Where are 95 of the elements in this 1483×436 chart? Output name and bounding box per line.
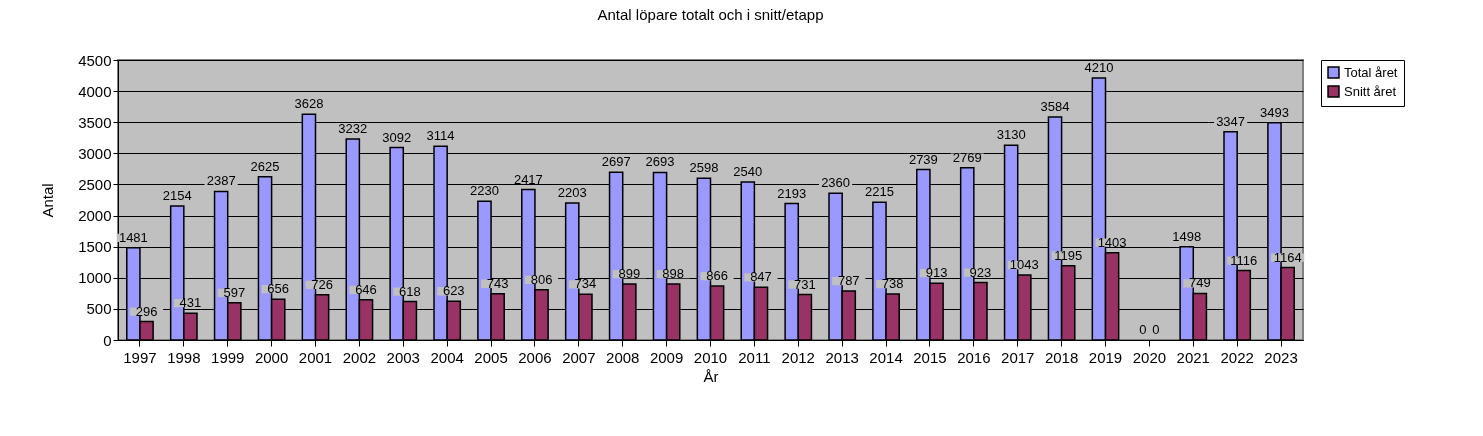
x-tick-label: 2009 xyxy=(649,348,684,366)
x-tick-label: 1997 xyxy=(123,348,157,366)
x-tick-label: 2018 xyxy=(1044,348,1079,366)
data-label: 0 xyxy=(1139,322,1147,337)
data-label: 2203 xyxy=(557,184,587,200)
data-label: 2387 xyxy=(206,173,236,189)
x-tick-label: 2015 xyxy=(913,348,947,366)
data-label: 2540 xyxy=(733,163,763,179)
y-tick-label: 1500 xyxy=(78,238,112,256)
data-label: 2193 xyxy=(777,185,807,201)
data-label: 2215 xyxy=(865,184,894,200)
data-label: 2769 xyxy=(952,149,982,165)
x-tick-label: 2011 xyxy=(738,348,771,366)
x-tick-label: 2004 xyxy=(430,348,464,366)
data-label: 847 xyxy=(750,269,772,285)
data-label: 3092 xyxy=(382,129,412,145)
x-tick-label: 2019 xyxy=(1088,348,1123,366)
chart-title: Antal löpare totalt och i snitt/etapp xyxy=(597,6,824,23)
data-label: 2417 xyxy=(513,171,543,187)
data-label: 3584 xyxy=(1040,99,1070,114)
data-label: 1195 xyxy=(1054,247,1083,263)
data-label: 1043 xyxy=(1009,257,1039,273)
x-tick-label: 2017 xyxy=(1001,348,1035,366)
data-label: 866 xyxy=(706,268,728,284)
x-tick-label: 2013 xyxy=(825,348,859,366)
data-label: 1481 xyxy=(118,229,148,245)
y-tick-label: 0 xyxy=(103,331,112,349)
data-label: 1164 xyxy=(1273,249,1302,265)
x-axis-title: År xyxy=(703,367,719,385)
data-label: 4210 xyxy=(1084,60,1114,76)
data-label: 1116 xyxy=(1230,252,1258,268)
y-tick-label: 3000 xyxy=(78,144,112,162)
data-label: 296 xyxy=(135,303,158,319)
x-tick-label: 1998 xyxy=(167,348,201,366)
x-tick-label: 2020 xyxy=(1132,348,1167,366)
data-label: 2739 xyxy=(908,151,938,167)
data-label: 743 xyxy=(486,275,509,291)
data-label: 787 xyxy=(837,273,860,289)
y-tick-label: 1000 xyxy=(78,269,112,287)
y-tick-label: 2000 xyxy=(78,207,112,225)
data-label: 2625 xyxy=(250,158,280,174)
data-label: 806 xyxy=(530,271,553,287)
data-label: 2693 xyxy=(645,154,675,170)
data-label: 899 xyxy=(618,266,641,282)
x-tick-label: 2008 xyxy=(606,348,640,366)
data-label: 738 xyxy=(881,276,904,292)
data-label: 734 xyxy=(574,276,597,292)
x-tick-label: 2016 xyxy=(957,348,991,366)
x-tick-label: 2012 xyxy=(781,348,815,366)
legend-label: Snitt året xyxy=(1344,83,1397,99)
data-label: 2598 xyxy=(689,160,719,176)
x-tick-label: 2014 xyxy=(869,348,903,366)
x-tick-label: 2010 xyxy=(693,348,728,366)
y-tick-label: 4500 xyxy=(78,51,112,69)
data-label: 1498 xyxy=(1172,228,1202,244)
data-label: 3114 xyxy=(426,128,455,144)
y-axis-title: Antal xyxy=(39,183,57,218)
data-label: 623 xyxy=(442,283,465,299)
data-label: 923 xyxy=(969,264,992,280)
data-label: 726 xyxy=(311,276,333,292)
x-tick-label: 2001 xyxy=(298,348,333,366)
y-tick-label: 4000 xyxy=(78,82,112,100)
data-label: 646 xyxy=(355,281,377,297)
data-label: 2154 xyxy=(162,187,192,203)
data-label: 3628 xyxy=(294,96,324,112)
x-tick-label: 2007 xyxy=(562,348,596,366)
data-label: 3347 xyxy=(1216,113,1246,129)
x-tick-label: 2002 xyxy=(342,348,377,366)
data-label: 3130 xyxy=(996,127,1026,143)
y-tick-label: 3500 xyxy=(78,113,112,131)
data-label: 2360 xyxy=(821,175,851,191)
x-tick-label: 2022 xyxy=(1220,348,1254,366)
data-label: 0 xyxy=(1152,322,1160,337)
legend-label: Total året xyxy=(1344,64,1398,80)
data-label: 731 xyxy=(794,276,816,292)
data-label: 2230 xyxy=(470,183,499,199)
y-tick-label: 500 xyxy=(86,300,112,318)
data-label: 3232 xyxy=(338,120,368,136)
data-label: 898 xyxy=(662,266,685,282)
data-label: 597 xyxy=(223,284,246,300)
x-tick-label: 2021 xyxy=(1176,348,1210,366)
x-tick-label: 2005 xyxy=(474,348,508,366)
y-tick-label: 2500 xyxy=(78,175,112,193)
data-label: 1403 xyxy=(1097,234,1127,250)
x-tick-label: 2003 xyxy=(386,348,420,366)
x-tick-label: 2000 xyxy=(254,348,289,366)
x-tick-label: 2006 xyxy=(518,348,552,366)
data-label: 3493 xyxy=(1260,104,1289,120)
data-label: 913 xyxy=(925,265,948,281)
data-label: 618 xyxy=(399,283,421,299)
x-tick-label: 2023 xyxy=(1264,348,1298,366)
x-tick-label: 1999 xyxy=(211,348,245,366)
data-label: 656 xyxy=(267,281,290,297)
data-label: 2697 xyxy=(601,154,631,170)
data-label: 431 xyxy=(179,295,202,311)
